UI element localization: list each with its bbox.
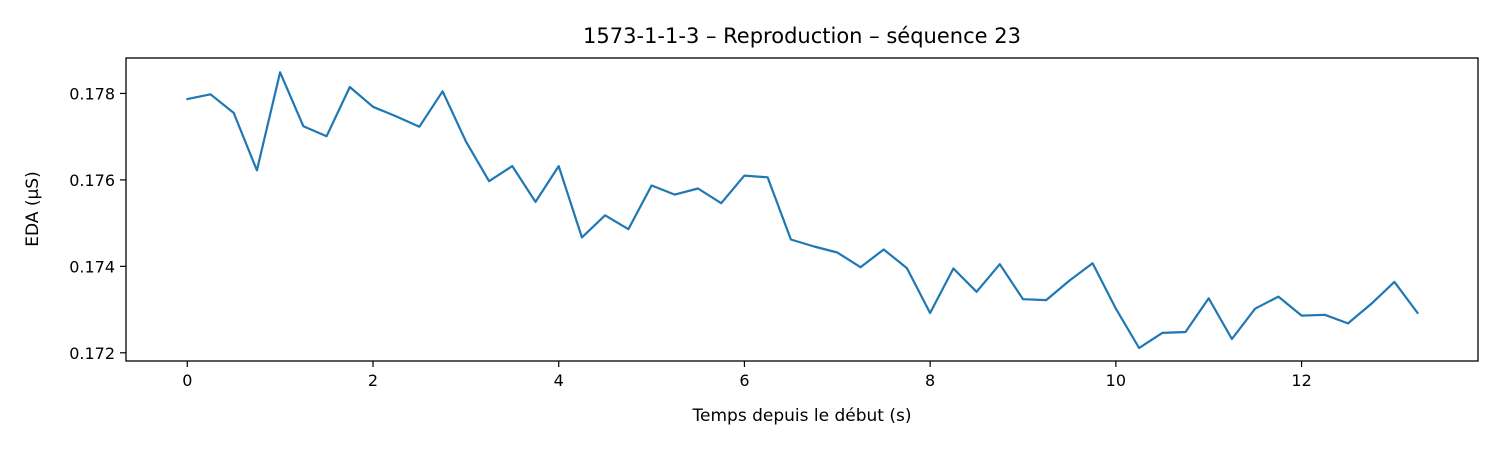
x-tick-label: 6: [739, 371, 749, 390]
x-axis: 0 2 4 6 8 10 12: [182, 361, 1312, 390]
series-layer: [186, 71, 1419, 350]
y-tick-label: 0.174: [69, 257, 115, 276]
series-line: [186, 71, 1419, 350]
y-tick-label: 0.176: [69, 171, 115, 190]
x-tick-label: 0: [182, 371, 192, 390]
x-axis-label: Temps depuis le début (s): [692, 406, 912, 426]
y-axis-label: EDA (µS): [23, 171, 43, 246]
plot-frame: [125, 57, 1479, 362]
y-axis: 0.172 0.174 0.176 0.178: [69, 84, 126, 363]
x-tick-label: 2: [368, 371, 378, 390]
x-tick-label: 10: [1106, 371, 1126, 390]
y-tick-label: 0.178: [69, 84, 115, 103]
y-tick-label: 0.172: [69, 344, 115, 363]
chart-title: 1573-1-1-3 – Reproduction – séquence 23: [583, 24, 1021, 48]
x-tick-label: 12: [1291, 371, 1311, 390]
x-tick-label: 8: [925, 371, 935, 390]
x-tick-label: 4: [554, 371, 564, 390]
